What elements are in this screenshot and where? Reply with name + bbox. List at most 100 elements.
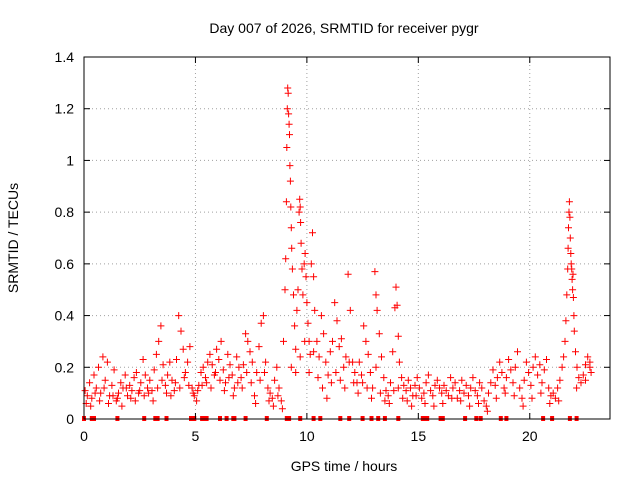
data-point bbox=[536, 361, 544, 369]
data-point bbox=[271, 376, 279, 384]
data-point bbox=[366, 369, 374, 376]
data-point bbox=[448, 394, 456, 402]
x-tick-label: 5 bbox=[192, 428, 200, 444]
data-point bbox=[252, 400, 260, 407]
data-point bbox=[319, 384, 326, 392]
data-point bbox=[420, 389, 428, 397]
data-point bbox=[122, 384, 130, 392]
data-point bbox=[144, 384, 151, 392]
data-point bbox=[159, 361, 167, 369]
data-point bbox=[95, 363, 102, 371]
data-point bbox=[569, 286, 577, 294]
data-point bbox=[131, 397, 139, 405]
data-point bbox=[500, 384, 508, 392]
data-point bbox=[341, 384, 349, 392]
data-point bbox=[505, 356, 513, 363]
data-point bbox=[431, 381, 439, 389]
data-point bbox=[259, 312, 267, 320]
data-point bbox=[83, 392, 91, 400]
data-point bbox=[466, 402, 474, 410]
data-point bbox=[332, 369, 340, 376]
data-point bbox=[90, 371, 98, 379]
data-point bbox=[476, 379, 484, 387]
data-point bbox=[297, 239, 305, 247]
data-point bbox=[436, 384, 443, 392]
data-point bbox=[203, 379, 211, 387]
data-point bbox=[529, 363, 537, 371]
data-point bbox=[573, 384, 581, 392]
data-point bbox=[280, 337, 287, 345]
data-point bbox=[387, 379, 394, 387]
data-point bbox=[400, 381, 408, 389]
data-point bbox=[110, 366, 118, 374]
data-point bbox=[327, 379, 335, 387]
data-point bbox=[447, 374, 455, 382]
data-point bbox=[217, 337, 225, 345]
data-point bbox=[567, 250, 575, 257]
data-point bbox=[418, 394, 426, 402]
data-point bbox=[575, 374, 583, 382]
data-point bbox=[181, 369, 189, 376]
data-point bbox=[404, 376, 412, 384]
data-point bbox=[296, 203, 304, 211]
data-point bbox=[368, 394, 375, 402]
data-point bbox=[220, 387, 228, 395]
data-point bbox=[363, 384, 371, 392]
data-point bbox=[528, 394, 536, 402]
data-point bbox=[277, 397, 285, 405]
data-point bbox=[176, 384, 184, 392]
data-point bbox=[458, 376, 466, 384]
data-point bbox=[562, 317, 570, 325]
data-point bbox=[510, 392, 518, 400]
data-point bbox=[166, 358, 174, 366]
data-point bbox=[424, 371, 432, 379]
data-point bbox=[385, 400, 393, 407]
data-point bbox=[376, 389, 384, 397]
data-point bbox=[283, 105, 291, 113]
data-point bbox=[492, 394, 500, 402]
data-point bbox=[264, 384, 272, 392]
data-point bbox=[442, 387, 450, 395]
data-point bbox=[103, 358, 111, 366]
data-point bbox=[281, 286, 289, 294]
data-point bbox=[556, 376, 564, 384]
data-point bbox=[569, 270, 577, 278]
data-point bbox=[296, 353, 304, 361]
data-point bbox=[286, 131, 293, 139]
data-point bbox=[266, 389, 274, 397]
data-point bbox=[257, 319, 265, 327]
data-point bbox=[186, 343, 194, 351]
data-point bbox=[219, 366, 227, 374]
data-point bbox=[570, 327, 578, 335]
data-point bbox=[360, 322, 368, 330]
data-point bbox=[287, 224, 295, 232]
data-point bbox=[456, 387, 464, 395]
data-point bbox=[573, 363, 581, 371]
data-point bbox=[284, 89, 292, 97]
data-point bbox=[302, 273, 310, 281]
data-point bbox=[345, 358, 353, 366]
data-point bbox=[286, 177, 294, 185]
data-point bbox=[333, 317, 341, 325]
data-point bbox=[87, 402, 95, 410]
data-point bbox=[171, 379, 179, 387]
data-point bbox=[545, 384, 553, 392]
data-point bbox=[213, 345, 221, 353]
data-point bbox=[375, 330, 383, 338]
data-point bbox=[290, 291, 297, 299]
data-point bbox=[225, 374, 233, 382]
data-point bbox=[429, 392, 437, 400]
data-point bbox=[462, 381, 470, 389]
data-point bbox=[291, 322, 299, 330]
data-point bbox=[248, 358, 256, 366]
y-tick-label: 0 bbox=[66, 411, 74, 427]
data-point bbox=[274, 392, 282, 400]
data-point bbox=[354, 389, 362, 397]
data-point bbox=[146, 376, 154, 384]
data-point bbox=[540, 366, 548, 374]
data-point bbox=[92, 384, 100, 392]
data-point bbox=[390, 387, 398, 395]
data-point bbox=[304, 319, 312, 327]
data-point bbox=[351, 369, 359, 376]
